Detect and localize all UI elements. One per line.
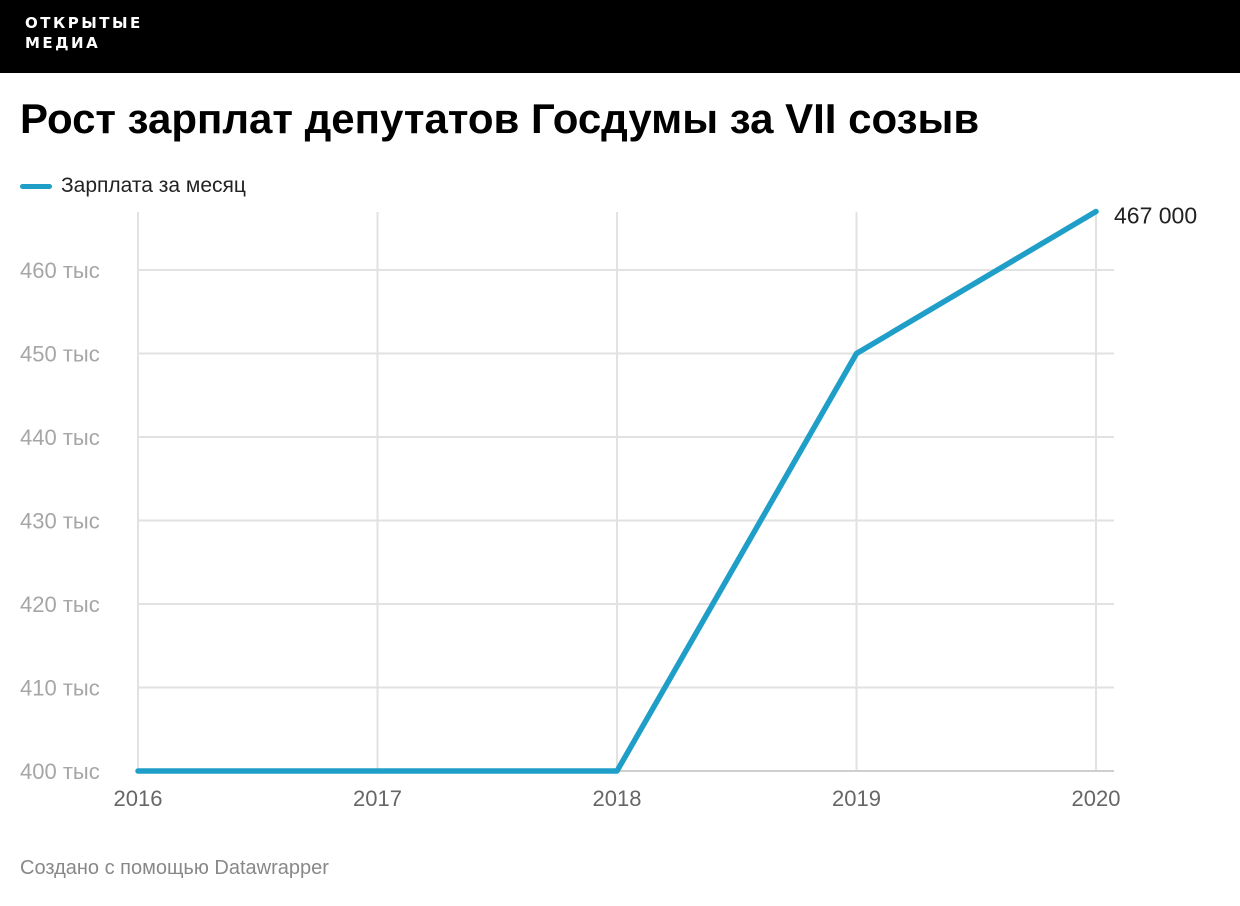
chart-legend: Зарплата за месяц bbox=[20, 172, 246, 200]
annotations: 467 000 bbox=[1114, 203, 1197, 229]
credit-footer[interactable]: Создано с помощью Datawrapper bbox=[20, 857, 329, 879]
legend-swatch bbox=[20, 183, 52, 189]
x-tick-label: 2020 bbox=[1072, 786, 1121, 811]
brand-line-2: МЕДИА bbox=[25, 34, 101, 52]
y-tick-label: 410 тыс bbox=[20, 676, 100, 701]
y-tick-label: 420 тыс bbox=[20, 592, 100, 617]
x-tick-label: 2016 bbox=[114, 786, 163, 811]
chart-title: Рост зарплат депутатов Госдумы за VII со… bbox=[20, 95, 980, 142]
y-tick-label: 400 тыс bbox=[20, 759, 100, 784]
end-value-label: 467 000 bbox=[1114, 203, 1197, 229]
horizontal-gridlines bbox=[138, 269, 1114, 772]
brand-logo[interactable]: ОТКРЫТЫЕ МЕДИА bbox=[25, 13, 143, 53]
x-tick-label: 2017 bbox=[353, 786, 402, 811]
y-axis-labels: 400 тыс 410 тыс 420 тыс 430 тыс 440 тыс 450 т… bbox=[20, 258, 100, 784]
x-axis-labels: 2016 2017 2018 2019 2020 bbox=[114, 786, 1121, 811]
top-bar: ОТКРЫТЫЕ МЕДИА bbox=[0, 0, 1240, 73]
x-tick-label: 2019 bbox=[832, 786, 881, 811]
y-tick-label: 450 тыс bbox=[20, 342, 100, 367]
legend-label: Зарплата за месяц bbox=[61, 174, 246, 197]
series-group bbox=[135, 208, 1099, 774]
line-chart: 400 тыс 410 тыс 420 тыс 430 тыс 440 тыс 450 т… bbox=[20, 203, 1197, 811]
y-tick-label: 440 тыс bbox=[20, 425, 100, 450]
y-tick-label: 430 тыс bbox=[20, 509, 100, 534]
vertical-gridlines bbox=[137, 212, 1097, 771]
brand-line-1: ОТКРЫТЫЕ bbox=[25, 14, 143, 32]
x-tick-label: 2018 bbox=[593, 786, 642, 811]
y-tick-label: 460 тыс bbox=[20, 258, 100, 283]
